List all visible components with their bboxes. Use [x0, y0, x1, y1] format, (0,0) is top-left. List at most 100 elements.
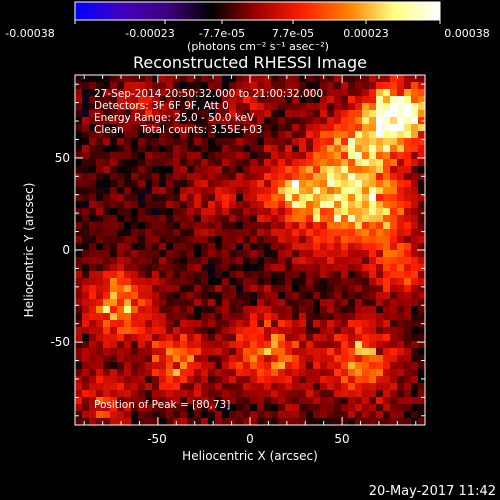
heatmap-cell: [229, 299, 237, 307]
heatmap-cell: [117, 320, 125, 328]
heatmap-cell: [320, 180, 328, 188]
heatmap-cell: [383, 159, 391, 167]
heatmap-cell: [173, 229, 181, 237]
heatmap-cell: [404, 390, 412, 398]
heatmap-cell: [348, 173, 356, 181]
heatmap-cell: [173, 180, 181, 188]
heatmap-cell: [152, 285, 160, 293]
heatmap-cell: [362, 124, 370, 132]
heatmap-cell: [166, 89, 174, 97]
heatmap-cell: [250, 96, 258, 104]
heatmap-cell: [110, 320, 118, 328]
heatmap-cell: [327, 138, 335, 146]
heatmap-cell: [278, 348, 286, 356]
heatmap-cell: [208, 187, 216, 195]
heatmap-cell: [264, 236, 272, 244]
heatmap-cell: [397, 173, 405, 181]
heatmap-cell: [194, 124, 202, 132]
heatmap-cell: [236, 96, 244, 104]
heatmap-cell: [292, 285, 300, 293]
heatmap-cell: [278, 257, 286, 265]
heatmap-cell: [180, 117, 188, 125]
heatmap-cell: [299, 96, 307, 104]
heatmap-cell: [369, 327, 377, 335]
heatmap-cell: [348, 82, 356, 90]
heatmap-cell: [173, 208, 181, 216]
heatmap-cell: [292, 138, 300, 146]
heatmap-cell: [187, 271, 195, 279]
heatmap-cell: [117, 278, 125, 286]
heatmap-cell: [145, 334, 153, 342]
heatmap-cell: [397, 418, 405, 425]
heatmap-cell: [243, 110, 251, 118]
heatmap-cell: [278, 159, 286, 167]
heatmap-cell: [362, 397, 370, 405]
heatmap-cell: [215, 82, 223, 90]
heatmap-cell: [138, 285, 146, 293]
heatmap-cell: [117, 222, 125, 230]
heatmap-cell: [369, 334, 377, 342]
heatmap-cell: [110, 180, 118, 188]
heatmap-cell: [103, 362, 111, 370]
heatmap-cell: [271, 341, 279, 349]
heatmap-cell: [369, 208, 377, 216]
heatmap-cell: [243, 229, 251, 237]
heatmap-cell: [250, 404, 258, 412]
heatmap-cell: [334, 180, 342, 188]
heatmap-cell: [369, 117, 377, 125]
heatmap-cell: [124, 201, 132, 209]
heatmap-cell: [292, 404, 300, 412]
heatmap-cell: [173, 103, 181, 111]
heatmap-cell: [96, 376, 104, 384]
heatmap-cell: [243, 201, 251, 209]
heatmap-cell: [355, 306, 363, 314]
heatmap-cell: [292, 82, 300, 90]
heatmap-cell: [138, 418, 146, 425]
heatmap-cell: [257, 313, 265, 321]
heatmap-cell: [166, 117, 174, 125]
heatmap-cell: [257, 152, 265, 160]
heatmap-cell: [145, 173, 153, 181]
heatmap-cell: [117, 257, 125, 265]
heatmap-cell: [208, 201, 216, 209]
heatmap-cell: [82, 96, 90, 104]
heatmap-cell: [411, 243, 419, 251]
heatmap-cell: [229, 397, 237, 405]
heatmap-cell: [264, 117, 272, 125]
heatmap-cell: [355, 362, 363, 370]
heatmap-cell: [411, 313, 419, 321]
heatmap-cell: [306, 159, 314, 167]
heatmap-cell: [173, 215, 181, 223]
heatmap-cell: [229, 103, 237, 111]
heatmap-cell: [215, 264, 223, 272]
heatmap-cell: [236, 201, 244, 209]
heatmap-cell: [348, 250, 356, 258]
heatmap-cell: [243, 355, 251, 363]
heatmap-cell: [376, 292, 384, 300]
heatmap-cell: [180, 243, 188, 251]
heatmap-cell: [103, 243, 111, 251]
heatmap-cell: [166, 145, 174, 153]
heatmap-cell: [341, 145, 349, 153]
heatmap-cell: [355, 355, 363, 363]
heatmap-cell: [201, 138, 209, 146]
heatmap-cell: [180, 404, 188, 412]
heatmap-cell: [187, 117, 195, 125]
heatmap-cell: [299, 229, 307, 237]
heatmap-cell: [341, 397, 349, 405]
heatmap-cell: [306, 103, 314, 111]
heatmap-cell: [138, 89, 146, 97]
heatmap-cell: [208, 145, 216, 153]
heatmap-cell: [194, 131, 202, 139]
heatmap-cell: [250, 299, 258, 307]
heatmap-cell: [355, 152, 363, 160]
heatmap-cell: [208, 180, 216, 188]
heatmap-cell: [145, 215, 153, 223]
heatmap-cell: [397, 397, 405, 405]
heatmap-cell: [180, 152, 188, 160]
heatmap-cell: [187, 110, 195, 118]
heatmap-cell: [201, 222, 209, 230]
heatmap-cell: [362, 131, 370, 139]
heatmap-cell: [411, 89, 419, 97]
heatmap-cell: [96, 117, 104, 125]
